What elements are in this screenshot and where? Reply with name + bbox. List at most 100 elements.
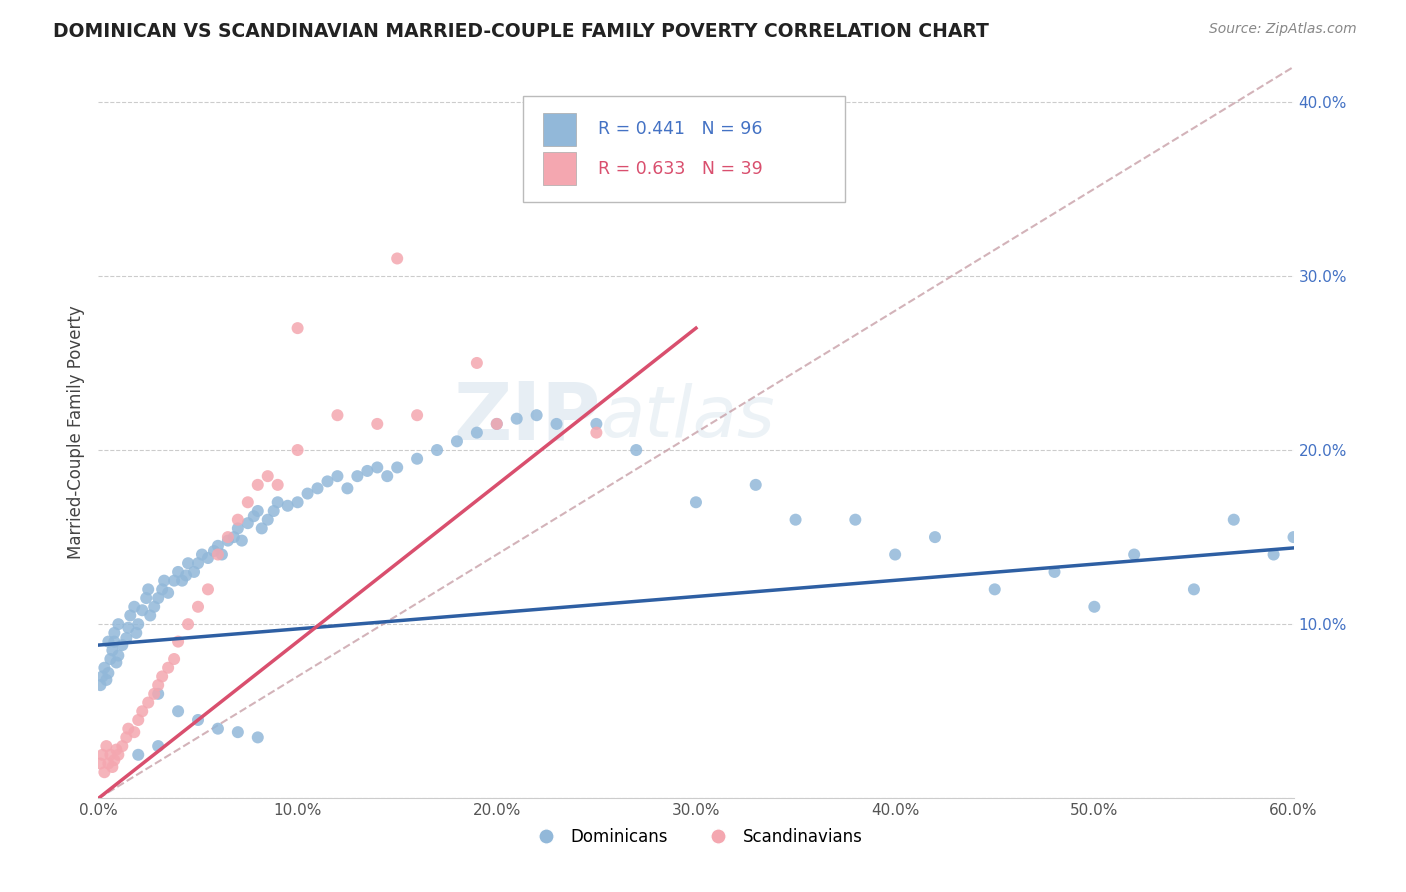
- Point: [89, 678, 111, 692]
- Point: [93, 661, 115, 675]
- Point: [546, 417, 568, 431]
- Point: [1123, 548, 1146, 562]
- Point: [246, 478, 269, 492]
- Point: [124, 599, 146, 614]
- Point: [385, 460, 409, 475]
- Point: [93, 765, 115, 780]
- Point: [336, 481, 359, 495]
- Point: [174, 568, 197, 582]
- Point: [98, 747, 122, 762]
- Point: [375, 469, 398, 483]
- Point: [226, 521, 249, 535]
- Point: [91, 747, 114, 762]
- Point: [125, 626, 148, 640]
- Point: [96, 739, 118, 753]
- Point: [485, 417, 508, 431]
- Point: [163, 574, 186, 588]
- Point: [115, 631, 138, 645]
- Point: [150, 582, 173, 597]
- Point: [267, 478, 290, 492]
- Text: Source: ZipAtlas.com: Source: ZipAtlas.com: [1209, 22, 1357, 37]
- Point: [91, 669, 114, 683]
- Point: [98, 652, 122, 666]
- Text: R = 0.633   N = 39: R = 0.633 N = 39: [598, 160, 762, 178]
- Point: [172, 574, 194, 588]
- Point: [124, 725, 146, 739]
- Point: [143, 687, 166, 701]
- Point: [207, 722, 229, 736]
- Point: [287, 443, 309, 458]
- Point: [167, 704, 190, 718]
- Point: [163, 652, 186, 666]
- Point: [127, 713, 149, 727]
- Point: [150, 669, 173, 683]
- Y-axis label: Married-Couple Family Poverty: Married-Couple Family Poverty: [66, 306, 84, 559]
- Point: [263, 504, 285, 518]
- Point: [97, 665, 120, 680]
- Point: [356, 464, 378, 478]
- Point: [107, 648, 129, 663]
- Point: [191, 548, 214, 562]
- Point: [984, 582, 1007, 597]
- Point: [101, 643, 124, 657]
- Point: [120, 608, 142, 623]
- Point: [157, 586, 180, 600]
- Point: [366, 417, 388, 431]
- Point: [385, 252, 409, 266]
- Point: [346, 469, 368, 483]
- Point: [1083, 599, 1105, 614]
- Point: [167, 565, 190, 579]
- Point: [506, 411, 529, 425]
- Point: [1282, 530, 1305, 544]
- Point: [231, 533, 253, 548]
- Point: [1223, 513, 1246, 527]
- Text: atlas: atlas: [600, 384, 775, 452]
- FancyBboxPatch shape: [523, 96, 845, 202]
- Point: [136, 582, 159, 597]
- Point: [626, 443, 648, 458]
- Point: [585, 425, 607, 440]
- Point: [97, 756, 120, 771]
- Point: [143, 599, 166, 614]
- Point: [406, 451, 429, 466]
- Point: [157, 661, 180, 675]
- Point: [187, 599, 209, 614]
- Point: [526, 408, 548, 422]
- Point: [316, 475, 339, 489]
- Point: [1043, 565, 1066, 579]
- Point: [107, 617, 129, 632]
- Point: [187, 556, 209, 570]
- Point: [287, 495, 309, 509]
- Point: [256, 469, 278, 483]
- Point: [326, 408, 349, 422]
- Point: [111, 638, 134, 652]
- Point: [287, 321, 309, 335]
- Point: [153, 574, 176, 588]
- Point: [148, 591, 170, 605]
- Point: [924, 530, 946, 544]
- Point: [366, 460, 388, 475]
- Point: [148, 678, 170, 692]
- Point: [148, 687, 170, 701]
- Point: [167, 634, 190, 648]
- Point: [131, 603, 153, 617]
- Point: [183, 565, 205, 579]
- Point: [585, 417, 607, 431]
- Point: [485, 417, 508, 431]
- Point: [207, 548, 229, 562]
- Point: [96, 673, 118, 687]
- Point: [105, 656, 128, 670]
- Point: [217, 533, 239, 548]
- Point: [107, 747, 129, 762]
- Point: [211, 548, 233, 562]
- Point: [97, 634, 120, 648]
- Point: [136, 696, 159, 710]
- Point: [465, 356, 488, 370]
- Point: [127, 617, 149, 632]
- Point: [526, 164, 548, 178]
- Point: [785, 513, 807, 527]
- Point: [745, 478, 768, 492]
- Point: [117, 722, 139, 736]
- Point: [236, 495, 259, 509]
- Point: [187, 713, 209, 727]
